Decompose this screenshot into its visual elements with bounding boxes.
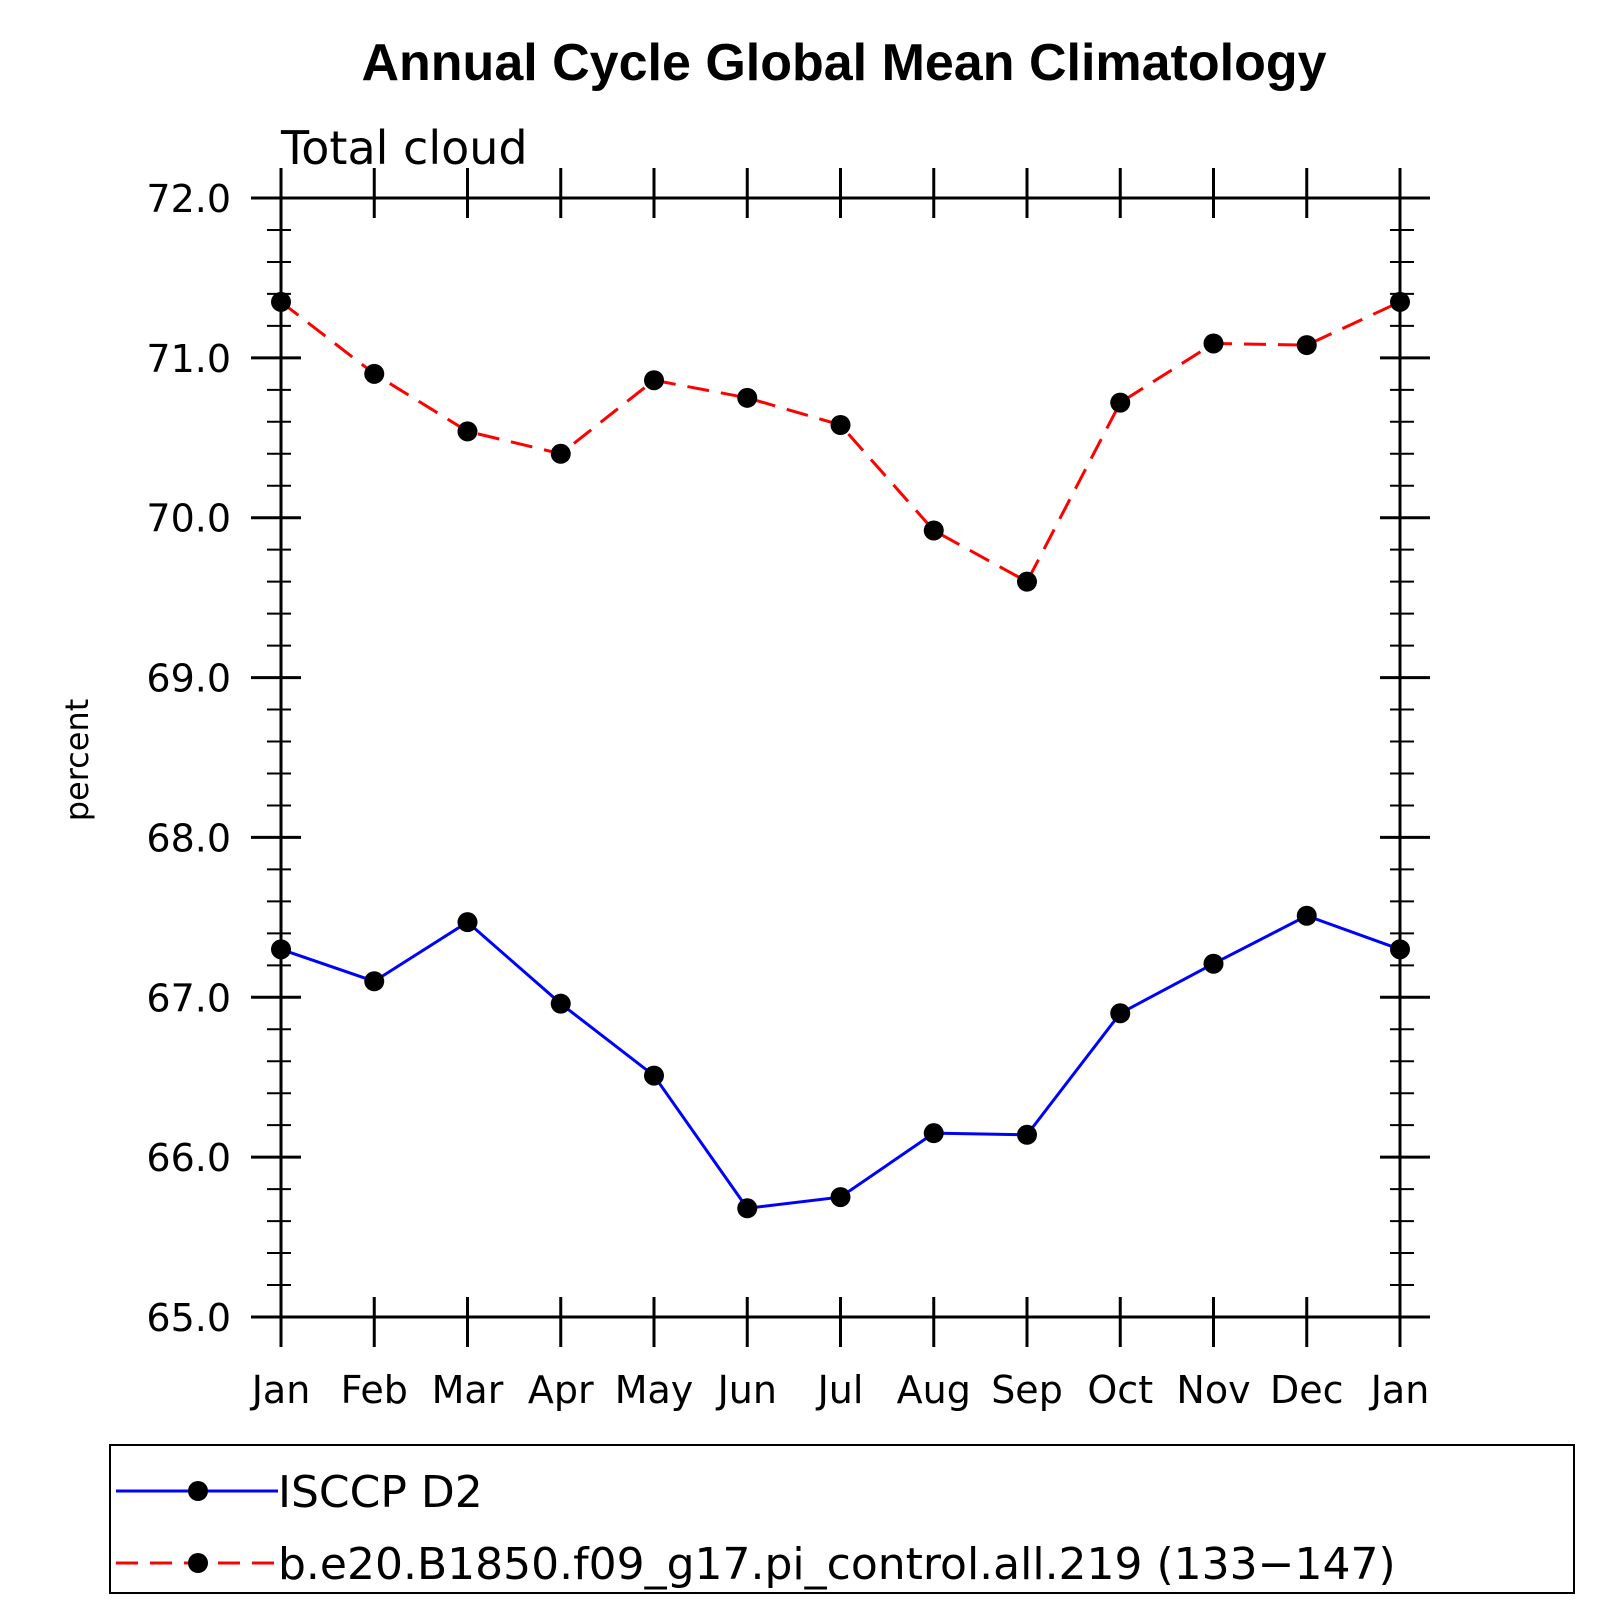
x-tick-label: Jun [716, 1368, 777, 1412]
legend-box [109, 1444, 1575, 1594]
series-0 [271, 905, 1410, 1219]
data-point [737, 387, 758, 408]
x-tick-label: Aug [897, 1368, 971, 1412]
data-point [830, 414, 851, 435]
y-axis-label: percent [58, 699, 96, 822]
data-point [364, 363, 385, 384]
chart-title: Annual Cycle Global Mean Climatology [361, 34, 1326, 92]
plot-frame [279, 196, 1402, 1319]
x-tick-label: Nov [1176, 1368, 1250, 1412]
data-point [644, 1065, 664, 1086]
data-point [737, 1198, 758, 1219]
data-point [457, 912, 478, 933]
data-point [1110, 1003, 1131, 1024]
data-point [1017, 1124, 1037, 1145]
data-point [271, 939, 291, 960]
x-tick-label: Jul [816, 1368, 864, 1412]
data-point [271, 291, 291, 312]
legend-label: b.e20.B1850.f09_g17.pi_control.all.219 (… [278, 1539, 1396, 1590]
data-point [1203, 333, 1224, 354]
data-point [1390, 291, 1410, 312]
y-tick-label: 67.0 [146, 976, 231, 1020]
data-point [830, 1187, 851, 1208]
series-line [280, 914, 1401, 1210]
y-tick-label: 70.0 [146, 497, 231, 541]
x-tick-label: May [615, 1368, 694, 1412]
x-tick-label: Jan [250, 1368, 311, 1412]
x-tick-label: Oct [1087, 1368, 1153, 1412]
data-point [1017, 571, 1037, 592]
x-tick-label: Jan [1369, 1368, 1430, 1412]
data-point [364, 971, 385, 992]
data-point [923, 1123, 944, 1144]
legend-marker [188, 1553, 208, 1573]
y-tick-label: 71.0 [146, 337, 231, 381]
axes: Jan Feb Mar Apr May Jun Jul Aug Sep Oct Nov Dec Jan 6… [146, 168, 1430, 1412]
data-point [1390, 939, 1410, 960]
x-tick-label: Mar [432, 1368, 504, 1412]
x-tick-label: Dec [1270, 1368, 1344, 1412]
chart-subtitle: Total cloud [280, 121, 528, 175]
series-1 [271, 291, 1410, 592]
y-tick-label: 69.0 [146, 657, 231, 701]
data-point [550, 443, 571, 464]
data-point [1203, 953, 1224, 974]
series-line [280, 300, 1401, 584]
data-point [550, 993, 571, 1014]
series-layer [271, 291, 1410, 1219]
data-point [644, 370, 664, 391]
data-point [1110, 392, 1131, 413]
x-tick-label: Sep [991, 1368, 1063, 1412]
y-tick-label: 65.0 [146, 1296, 231, 1340]
x-tick-label: Feb [341, 1368, 408, 1412]
y-tick-label: 66.0 [146, 1136, 231, 1180]
data-point [1296, 335, 1317, 356]
y-tick-label: 72.0 [146, 177, 231, 221]
legend-marker [188, 1481, 208, 1501]
legend-label: ISCCP D2 [278, 1467, 483, 1518]
legend: ISCCP D2 b.e20.B1850.f09_g17.pi_control.a… [109, 1444, 1575, 1594]
y-tick-label: 68.0 [146, 816, 231, 860]
data-point [457, 421, 478, 442]
x-tick-label: Apr [528, 1368, 594, 1412]
data-point [1296, 905, 1317, 926]
data-point [923, 520, 944, 541]
